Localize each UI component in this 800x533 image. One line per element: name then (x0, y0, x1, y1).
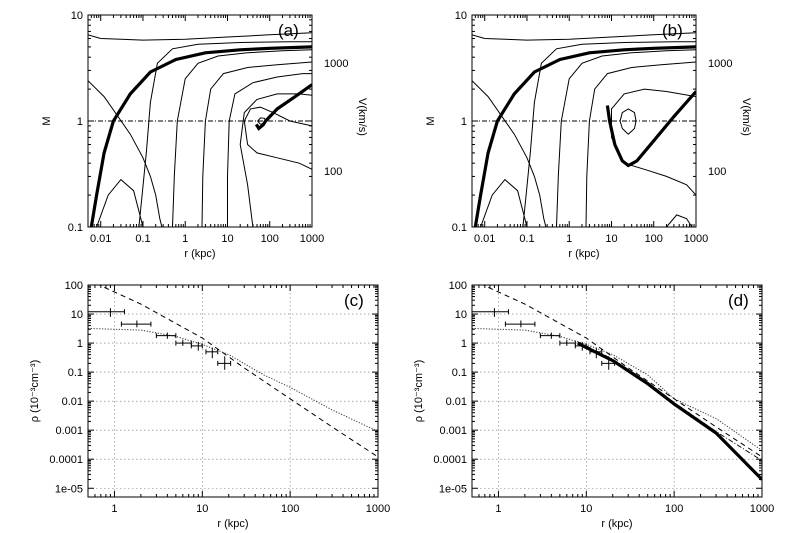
y-tick-label: 1 (77, 116, 83, 128)
contour-line (585, 61, 696, 227)
plot-frame (87, 284, 379, 498)
velocity-label: 1000 (324, 58, 348, 70)
panel-label: (b) (662, 21, 683, 40)
x-tick-label: 10 (580, 503, 592, 515)
contour-line (556, 49, 696, 227)
velocity-label: 100 (324, 166, 342, 178)
contour-line (522, 41, 696, 227)
x-tick-label: 10 (605, 233, 617, 245)
x-tick-label: 100 (281, 503, 299, 515)
contour-line (239, 93, 312, 227)
y-tick-label: 0.1 (68, 367, 83, 379)
series-dashed (97, 285, 378, 458)
x-tick-label: 100 (261, 233, 279, 245)
y-tick-label: 0.0001 (49, 454, 83, 466)
y-axis-label: ρ (10⁻³cm⁻³) (29, 360, 41, 422)
x-tick-label: 1 (182, 233, 188, 245)
panel-d: 1 10 100 1000 1e-05 0.0001 0.001 0.01 0.1 1 10 100 r… (413, 280, 774, 530)
panel-label: (c) (344, 291, 364, 310)
x-tick-label: 1 (111, 503, 117, 515)
x-tick-label: 10 (221, 233, 233, 245)
y-tick-label: 1 (77, 338, 83, 350)
x-tick-label: 100 (645, 233, 663, 245)
transonic-curve (605, 90, 696, 168)
x-tick-label: 1000 (300, 233, 324, 245)
contour-line (96, 178, 144, 227)
velocity-label: 1000 (708, 58, 732, 70)
x-tick-label: 1000 (366, 503, 390, 515)
x-tick-label: 100 (665, 503, 683, 515)
y-tick-label: 100 (449, 280, 467, 292)
contour-line (172, 49, 312, 227)
y-tick-label: 10 (71, 309, 83, 321)
contour-line (472, 80, 547, 227)
y-tick-label: 0.001 (439, 425, 467, 437)
x-tick-label: 1000 (750, 503, 774, 515)
y-tick-label: 0.1 (452, 367, 467, 379)
x-axis-label: r (kpc) (568, 248, 599, 260)
contour-line (88, 32, 312, 41)
panel-a: 0.01 0.1 1 10 100 1000 0.1 1 10 r (kpc) M (a) 1000 10… (41, 10, 368, 260)
plot-area-c (88, 285, 378, 497)
contour-line (472, 32, 696, 41)
y-tick-label: 0.001 (55, 425, 83, 437)
y-axis-label: M (41, 116, 53, 125)
x-tick-label: 0.1 (519, 233, 534, 245)
y-tick-label: 0.01 (62, 396, 83, 408)
y-tick-label: 1e-05 (439, 483, 467, 495)
x-tick-label: 0.01 (474, 233, 495, 245)
panel-label: (a) (278, 21, 299, 40)
y-tick-label: 0.0001 (433, 454, 467, 466)
x-axis-label: r (kpc) (217, 518, 248, 530)
y-tick-label: 1 (461, 116, 467, 128)
velocity-label: 100 (708, 166, 726, 178)
x-tick-label: 1 (566, 233, 572, 245)
y-tick-label: 10 (455, 309, 467, 321)
transonic-curve (254, 83, 312, 131)
panel-b: 0.01 0.1 1 10 100 1000 0.1 1 10 r (kpc) M (b) 1000 10… (425, 10, 752, 260)
panel-c: 1 10 100 1000 1e-05 0.0001 0.001 0.01 0.1 1 10 100 r… (29, 280, 390, 530)
x-tick-label: 1000 (684, 233, 708, 245)
contour-loop (619, 108, 637, 135)
panel-label: (d) (728, 291, 749, 310)
y-tick-label: 1e-05 (55, 483, 83, 495)
plot-frame (471, 284, 763, 498)
y-tick-label: 1 (461, 338, 467, 350)
x-axis-label: r (kpc) (184, 248, 215, 260)
contour-line (227, 73, 312, 227)
y-tick-label: 10 (455, 10, 467, 22)
plot-area-d (472, 285, 762, 497)
x-tick-label: 10 (196, 503, 208, 515)
y-tick-label: 100 (65, 280, 83, 292)
velocity-axis-label: V(km/s) (740, 98, 752, 136)
x-tick-label: 0.01 (90, 233, 111, 245)
y-axis-label: ρ (10⁻³cm⁻³) (413, 360, 425, 422)
series-dashed (481, 285, 762, 458)
transonic-curve (89, 45, 312, 227)
y-tick-label: 10 (71, 10, 83, 22)
contour-line (88, 80, 163, 227)
transonic-curve (473, 45, 696, 227)
series-dotted (88, 327, 378, 432)
x-tick-label: 0.1 (135, 233, 150, 245)
y-axis-label: M (425, 116, 437, 125)
contour-line (666, 214, 693, 227)
contour-line (243, 106, 312, 170)
contour-line (480, 178, 528, 227)
x-axis-label: r (kpc) (601, 518, 632, 530)
x-tick-label: 1 (495, 503, 501, 515)
y-tick-label: 0.1 (452, 222, 467, 234)
contour-line (138, 41, 312, 227)
plot-area-a (88, 32, 312, 227)
plot-area-b (472, 32, 696, 227)
contour-line (611, 88, 696, 196)
y-tick-label: 0.1 (68, 222, 83, 234)
contour-line (201, 61, 312, 227)
y-tick-label: 0.01 (446, 396, 467, 408)
velocity-axis-label: V(km/s) (356, 98, 368, 136)
series-dotted (472, 327, 762, 451)
